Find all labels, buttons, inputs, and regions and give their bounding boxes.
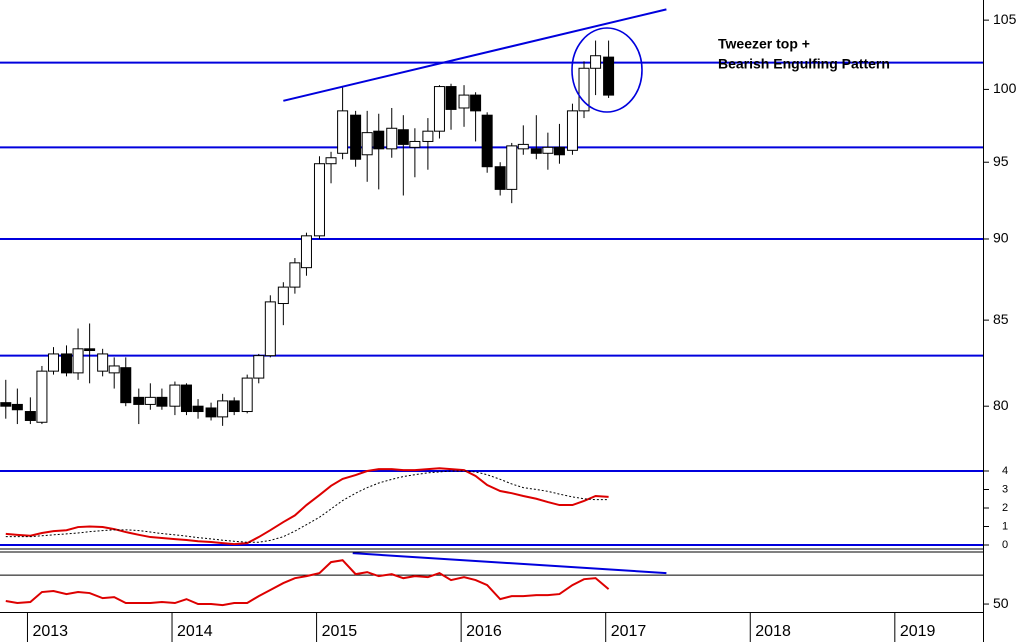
candle-body [277, 286, 289, 305]
candle-body [481, 114, 493, 168]
candle-body [180, 384, 192, 413]
candle-body [72, 348, 84, 374]
candle-body [144, 396, 156, 405]
candle-body [24, 411, 36, 421]
x-tick-label: 2014 [177, 623, 213, 640]
candle-body [530, 148, 542, 154]
candle-body [217, 400, 229, 418]
candle-body [60, 353, 72, 374]
candle-body [542, 146, 554, 154]
candle-body [156, 396, 168, 407]
y-tick-label: 1 [1002, 520, 1008, 532]
indicator-line [5, 467, 609, 546]
candle-body [494, 166, 506, 190]
candle-body [433, 86, 445, 132]
trend-line [352, 552, 667, 575]
y-tick-label: 50 [993, 595, 1009, 611]
y-tick-label: 2 [1002, 502, 1008, 514]
x-tick-label: 2019 [900, 623, 936, 640]
candle-body [47, 353, 59, 372]
candle-body [517, 143, 529, 150]
candle-body [108, 365, 120, 374]
candle-body [373, 130, 385, 150]
x-tick-label: 2018 [755, 623, 791, 640]
candle-body [422, 130, 434, 142]
y-tick-label: 80 [993, 397, 1009, 413]
highlight-ellipse [571, 27, 643, 113]
candle-body [409, 140, 421, 148]
candle-body [578, 67, 590, 112]
annotation: Tweezer top + [718, 36, 810, 52]
candle-body [361, 132, 373, 156]
candle-body [253, 355, 265, 379]
x-tick-label: 2015 [322, 623, 358, 640]
y-tick-label: 90 [993, 230, 1009, 246]
y-tick-label: 4 [1002, 465, 1008, 477]
candle-body [313, 163, 325, 237]
candle-body [337, 110, 349, 154]
indicator-line [5, 559, 610, 607]
candle-body [325, 157, 337, 165]
candle-body [120, 367, 132, 404]
candle-body [228, 400, 240, 413]
candle-body [506, 145, 518, 190]
candle-body [445, 86, 457, 110]
candle-body [241, 377, 253, 413]
candle-body [300, 235, 312, 269]
candle-body [11, 403, 23, 411]
candle-body [264, 301, 276, 357]
candle-body [603, 56, 615, 96]
candle-body [0, 402, 12, 407]
indicator-line [5, 470, 609, 543]
y-tick-label: 105 [993, 11, 1017, 27]
candle-body [205, 407, 217, 418]
y-tick-label: 100 [993, 80, 1017, 96]
y-tick-label: 95 [993, 153, 1009, 169]
candle-body [470, 94, 482, 112]
candle-body [36, 370, 48, 423]
candle-body [458, 94, 470, 109]
y-tick-label: 85 [993, 311, 1009, 327]
candle-body [84, 348, 96, 352]
candle-body [133, 396, 145, 405]
x-tick-label: 2016 [466, 623, 502, 640]
candle-body [192, 405, 204, 413]
candle-body [350, 114, 362, 160]
x-tick-label: 2017 [611, 623, 647, 640]
candle-body [553, 146, 565, 156]
trend-line [283, 8, 667, 102]
candle-body [289, 262, 301, 288]
y-tick-label: 0 [1002, 539, 1008, 551]
candle-body [590, 55, 602, 69]
y-tick-label: 3 [1002, 483, 1008, 495]
annotation: Bearish Engulfing Pattern [718, 56, 890, 72]
candle-body [169, 384, 181, 407]
candle-body [566, 110, 578, 151]
x-tick-label: 2013 [32, 623, 68, 640]
candle-body [386, 127, 398, 150]
plot-area: 2013 2014 2015 2016 2017 2018 2019808590951001… [0, 8, 1017, 642]
candle-body [397, 129, 409, 145]
candle-body [97, 353, 109, 372]
